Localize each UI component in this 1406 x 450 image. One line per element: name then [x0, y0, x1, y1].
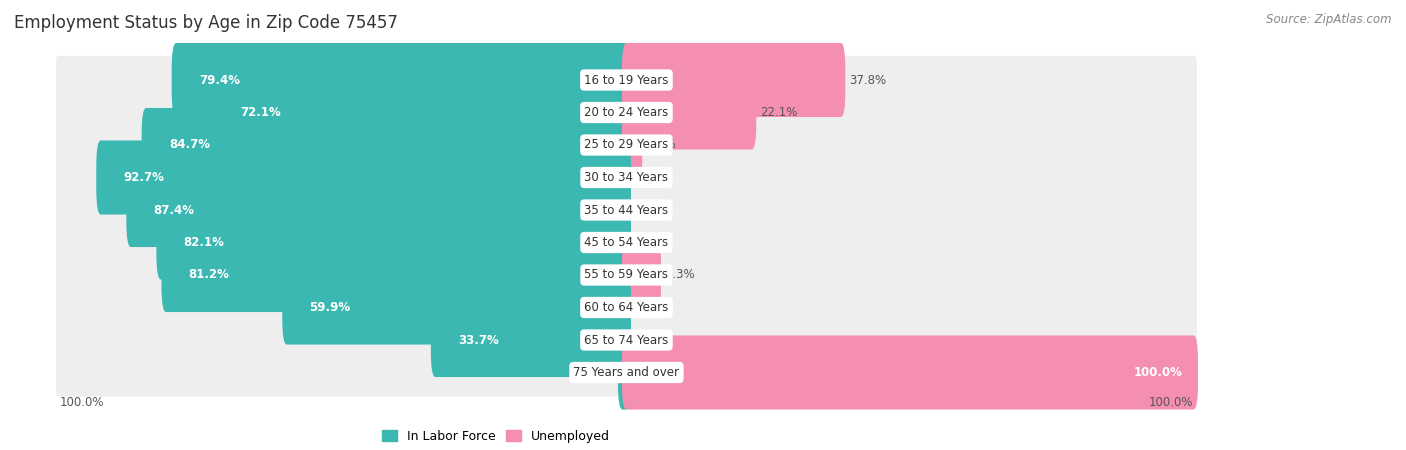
Text: 84.7%: 84.7% [169, 139, 209, 152]
Text: 35 to 44 Years: 35 to 44 Years [585, 203, 668, 216]
Text: 75 Years and over: 75 Years and over [574, 366, 679, 379]
FancyBboxPatch shape [619, 335, 631, 410]
Legend: In Labor Force, Unemployed: In Labor Force, Unemployed [377, 425, 616, 448]
Text: 33.7%: 33.7% [458, 333, 499, 346]
Text: 16 to 19 Years: 16 to 19 Years [585, 73, 669, 86]
FancyBboxPatch shape [56, 218, 1197, 266]
Text: 81.2%: 81.2% [188, 269, 229, 282]
FancyBboxPatch shape [56, 186, 1197, 234]
Text: 100.0%: 100.0% [1149, 396, 1194, 409]
Text: 45 to 54 Years: 45 to 54 Years [585, 236, 668, 249]
FancyBboxPatch shape [621, 238, 661, 312]
Text: 87.4%: 87.4% [153, 203, 194, 216]
Text: 22.1%: 22.1% [761, 106, 797, 119]
Text: 65 to 74 Years: 65 to 74 Years [585, 333, 669, 346]
Text: Employment Status by Age in Zip Code 75457: Employment Status by Age in Zip Code 754… [14, 14, 398, 32]
Text: 25 to 29 Years: 25 to 29 Years [585, 139, 669, 152]
Text: 59.9%: 59.9% [309, 301, 350, 314]
FancyBboxPatch shape [621, 108, 643, 182]
Text: 0.7%: 0.7% [585, 366, 614, 379]
FancyBboxPatch shape [56, 89, 1197, 136]
Text: 0.0%: 0.0% [636, 171, 665, 184]
FancyBboxPatch shape [56, 316, 1197, 364]
Text: 60 to 64 Years: 60 to 64 Years [585, 301, 669, 314]
FancyBboxPatch shape [56, 153, 1197, 202]
Text: 2.0%: 2.0% [647, 139, 676, 152]
Text: 0.0%: 0.0% [636, 333, 665, 346]
Text: 0.0%: 0.0% [636, 301, 665, 314]
FancyBboxPatch shape [162, 238, 631, 312]
Text: 79.4%: 79.4% [198, 73, 240, 86]
FancyBboxPatch shape [621, 335, 1198, 410]
Text: 20 to 24 Years: 20 to 24 Years [585, 106, 669, 119]
Text: 30 to 34 Years: 30 to 34 Years [585, 171, 668, 184]
FancyBboxPatch shape [283, 270, 631, 345]
FancyBboxPatch shape [56, 56, 1197, 104]
FancyBboxPatch shape [56, 284, 1197, 332]
Text: 72.1%: 72.1% [240, 106, 281, 119]
FancyBboxPatch shape [96, 140, 631, 215]
FancyBboxPatch shape [621, 43, 845, 117]
FancyBboxPatch shape [172, 43, 631, 117]
FancyBboxPatch shape [142, 108, 631, 182]
Text: 92.7%: 92.7% [124, 171, 165, 184]
Text: 0.0%: 0.0% [636, 203, 665, 216]
FancyBboxPatch shape [56, 251, 1197, 299]
FancyBboxPatch shape [56, 121, 1197, 169]
FancyBboxPatch shape [621, 76, 756, 149]
Text: 0.0%: 0.0% [636, 236, 665, 249]
Text: 5.3%: 5.3% [665, 269, 695, 282]
Text: 82.1%: 82.1% [184, 236, 225, 249]
Text: Source: ZipAtlas.com: Source: ZipAtlas.com [1267, 14, 1392, 27]
Text: 100.0%: 100.0% [59, 396, 104, 409]
Text: 100.0%: 100.0% [1133, 366, 1182, 379]
FancyBboxPatch shape [156, 206, 631, 279]
Text: 55 to 59 Years: 55 to 59 Years [585, 269, 668, 282]
FancyBboxPatch shape [430, 303, 631, 377]
FancyBboxPatch shape [127, 173, 631, 247]
FancyBboxPatch shape [56, 348, 1197, 396]
FancyBboxPatch shape [214, 76, 631, 149]
Text: 37.8%: 37.8% [849, 73, 886, 86]
